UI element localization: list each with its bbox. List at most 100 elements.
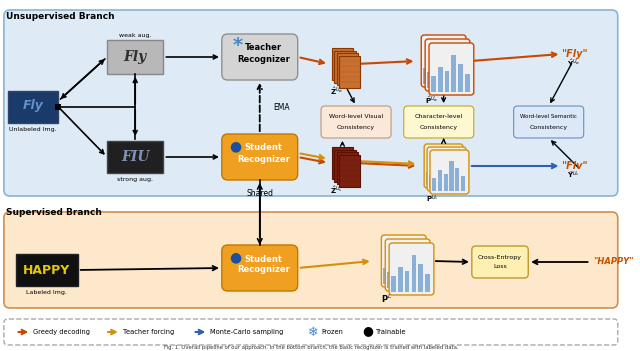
Bar — [458, 173, 462, 188]
Bar — [391, 276, 396, 292]
Text: HAPPY: HAPPY — [23, 264, 70, 277]
Bar — [455, 168, 460, 191]
Text: Teacher forcing: Teacher forcing — [123, 329, 174, 335]
Bar — [449, 161, 454, 191]
FancyBboxPatch shape — [321, 106, 391, 138]
Bar — [451, 55, 456, 92]
Text: Supervised Branch: Supervised Branch — [6, 208, 102, 217]
Bar — [426, 172, 430, 185]
Bar — [337, 53, 358, 85]
Bar — [461, 176, 465, 191]
FancyBboxPatch shape — [427, 147, 466, 191]
FancyBboxPatch shape — [381, 235, 426, 287]
Bar — [383, 268, 388, 284]
Bar — [408, 251, 412, 288]
FancyBboxPatch shape — [430, 150, 469, 194]
Bar — [339, 55, 360, 87]
Bar — [394, 263, 399, 288]
Text: $\hat{\mathbf{Z}}^{U_s}$: $\hat{\mathbf{Z}}^{U_s}$ — [330, 185, 343, 196]
Bar — [337, 152, 358, 184]
Bar — [465, 74, 470, 92]
FancyBboxPatch shape — [429, 43, 474, 95]
Bar — [437, 63, 442, 84]
Text: $\hat{\mathbf{P}}^{U_w}$: $\hat{\mathbf{P}}^{U_w}$ — [425, 95, 439, 106]
Bar — [107, 141, 163, 173]
Text: Consistency: Consistency — [337, 125, 375, 130]
Bar — [421, 270, 426, 288]
Bar — [404, 271, 410, 292]
Bar — [441, 171, 445, 188]
Text: "HAPPY": "HAPPY" — [593, 258, 634, 266]
FancyBboxPatch shape — [385, 239, 430, 291]
Bar — [461, 69, 466, 88]
Text: ●: ● — [229, 139, 241, 153]
Bar — [107, 40, 163, 74]
Bar — [398, 267, 403, 292]
Bar — [435, 167, 439, 188]
Text: ❄: ❄ — [308, 325, 319, 338]
Text: Recognizer: Recognizer — [237, 265, 290, 274]
Text: Fly: Fly — [22, 99, 44, 112]
FancyBboxPatch shape — [4, 319, 618, 345]
Text: Loss: Loss — [493, 265, 507, 270]
FancyBboxPatch shape — [424, 144, 463, 188]
Text: Recognizer: Recognizer — [237, 54, 290, 64]
Text: Greedy decoding: Greedy decoding — [33, 329, 90, 335]
Text: Trainable: Trainable — [376, 329, 406, 335]
FancyBboxPatch shape — [425, 39, 470, 91]
Bar — [425, 273, 430, 292]
Text: Fly: Fly — [124, 50, 147, 64]
Text: Word-level Visual: Word-level Visual — [329, 114, 383, 119]
Text: Student: Student — [244, 144, 283, 152]
Bar — [455, 170, 460, 185]
Text: $\hat{\mathbf{Z}}^{U_w}$: $\hat{\mathbf{Z}}^{U_w}$ — [330, 86, 343, 97]
Bar — [454, 60, 459, 88]
Text: "Flv": "Flv" — [561, 161, 588, 171]
Text: Character-level: Character-level — [415, 114, 463, 119]
Bar — [401, 267, 406, 288]
Text: Cross-Entropy: Cross-Entropy — [478, 254, 522, 259]
FancyBboxPatch shape — [421, 35, 466, 87]
Bar — [415, 260, 419, 288]
Text: Student: Student — [244, 254, 283, 264]
Bar — [339, 154, 360, 186]
Text: Shared: Shared — [246, 190, 273, 199]
Bar — [412, 255, 416, 292]
Bar — [451, 57, 455, 84]
FancyBboxPatch shape — [4, 10, 618, 196]
FancyBboxPatch shape — [222, 134, 298, 180]
FancyBboxPatch shape — [222, 34, 298, 80]
Bar — [429, 175, 433, 188]
Bar — [410, 256, 415, 284]
Text: $\mathbf{P}^L$: $\mathbf{P}^L$ — [381, 293, 392, 305]
Bar — [417, 266, 422, 284]
FancyBboxPatch shape — [404, 106, 474, 138]
Bar — [434, 63, 438, 88]
Bar — [390, 259, 395, 284]
Text: EMA: EMA — [273, 102, 290, 112]
FancyBboxPatch shape — [4, 212, 618, 308]
Bar — [444, 174, 448, 191]
Bar — [332, 48, 353, 80]
Bar — [438, 67, 442, 92]
Bar — [334, 51, 356, 82]
Bar — [431, 76, 436, 92]
Bar — [447, 51, 452, 88]
Bar — [452, 165, 456, 188]
Bar — [430, 59, 435, 84]
FancyBboxPatch shape — [222, 245, 298, 291]
Text: ●: ● — [362, 325, 373, 338]
Text: ●: ● — [229, 250, 241, 264]
Text: Unlabeled Img.: Unlabeled Img. — [9, 127, 57, 132]
Bar — [404, 247, 408, 284]
Text: Frozen: Frozen — [321, 329, 343, 335]
Text: Consistency: Consistency — [420, 125, 458, 130]
Text: Recognizer: Recognizer — [237, 154, 290, 164]
Bar — [444, 154, 448, 185]
Bar — [332, 147, 353, 179]
Text: Unsupervised Branch: Unsupervised Branch — [6, 12, 115, 21]
Bar — [397, 263, 402, 284]
Bar — [432, 178, 436, 191]
Bar — [419, 264, 423, 292]
Bar — [387, 272, 392, 288]
